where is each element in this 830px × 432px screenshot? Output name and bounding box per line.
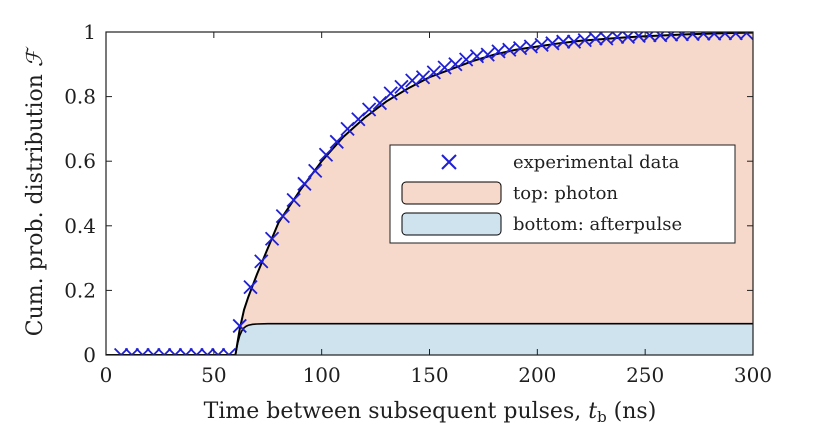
data-point-marker	[405, 73, 420, 88]
legend-label-experimental: experimental data	[513, 152, 680, 173]
data-point-marker	[254, 254, 269, 269]
data-point-marker	[157, 347, 172, 355]
data-point-marker	[243, 280, 258, 295]
legend-photon-swatch	[401, 181, 502, 205]
data-point-marker	[556, 34, 571, 49]
x-tick-label: 250	[626, 363, 664, 387]
data-point-marker	[200, 347, 215, 355]
data-point-marker	[329, 134, 344, 149]
legend-afterpulse-swatch	[401, 212, 502, 236]
x-tick-label: 100	[303, 363, 341, 387]
y-tick-label: 1	[83, 20, 96, 44]
data-point-marker	[707, 32, 722, 41]
data-point-marker	[717, 32, 733, 41]
data-point-marker	[685, 32, 700, 42]
legend: experimental data top: photon bottom: af…	[389, 144, 736, 244]
data-point-marker	[361, 102, 377, 117]
data-point-marker	[308, 163, 323, 179]
data-point-marker	[189, 347, 204, 355]
data-point-marker	[124, 347, 140, 355]
data-point-marker	[674, 32, 689, 42]
photon-fit-curve	[106, 32, 753, 355]
x-axis-label: Time between subsequent pulses, tb (ns)	[204, 399, 657, 426]
data-point-marker	[318, 147, 334, 162]
data-point-marker	[275, 208, 290, 224]
data-point-marker	[415, 70, 431, 85]
data-point-marker	[739, 32, 753, 41]
data-point-marker	[286, 192, 301, 208]
data-point-marker	[696, 32, 711, 41]
data-point-marker	[642, 32, 657, 43]
y-tick-label: 0.6	[64, 149, 96, 173]
data-point-marker	[480, 47, 495, 62]
data-point-marker	[167, 347, 183, 355]
afterpulse-area	[106, 323, 753, 355]
data-point-marker	[232, 318, 247, 334]
y-tick-label: 0.4	[64, 214, 96, 238]
data-point-marker	[426, 65, 441, 80]
data-point-marker	[631, 32, 646, 44]
data-point-marker	[135, 347, 150, 355]
data-point-marker	[394, 79, 409, 95]
x-tick-label: 300	[734, 363, 772, 387]
data-point-marker	[653, 32, 668, 43]
data-point-marker	[663, 32, 679, 42]
x-tick-label: 0	[100, 363, 113, 387]
data-point-marker	[146, 347, 161, 355]
x-tick-label: 150	[410, 363, 448, 387]
data-point-marker	[297, 176, 312, 191]
y-axis-label: Cum. prob. distribution ℱ	[23, 46, 48, 336]
y-axis-ticks: 0 0.2 0.4 0.6 0.8 1	[64, 20, 753, 367]
data-point-marker	[448, 57, 463, 72]
legend-label-photon: top: photon	[513, 183, 618, 204]
data-point-marker	[221, 347, 237, 355]
y-tick-label: 0	[83, 343, 96, 367]
data-point-marker	[264, 231, 280, 246]
x-tick-label: 200	[518, 363, 556, 387]
x-axis-ticks: 0 50 100 150 200 250 300	[100, 32, 772, 387]
legend-label-afterpulse: bottom: afterpulse	[513, 214, 682, 235]
y-tick-label: 0.8	[64, 85, 96, 109]
afterpulse-fit-curve	[106, 322, 753, 355]
data-point-marker	[178, 347, 193, 355]
data-point-marker	[459, 52, 474, 67]
data-point-marker	[588, 32, 603, 46]
data-point-marker	[437, 60, 452, 75]
x-tick-label: 50	[201, 363, 226, 387]
y-tick-label: 0.2	[64, 278, 96, 302]
data-point-marker	[383, 86, 398, 101]
legend-marker-sample	[441, 154, 457, 170]
data-point-marker	[113, 347, 129, 355]
data-point-marker	[728, 32, 743, 41]
